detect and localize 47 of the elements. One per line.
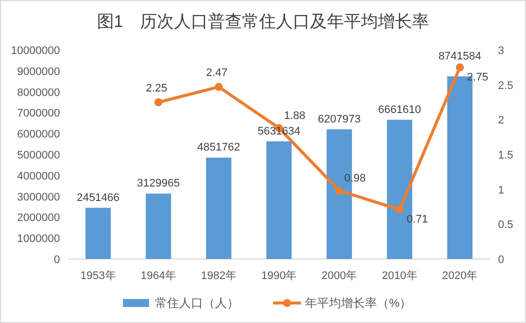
data-label: 4851762 (197, 142, 240, 154)
legend-label: 常住人口（人） (155, 296, 239, 310)
y2-tick-label: 0 (498, 254, 504, 266)
x-tick-label: 2020年 (442, 270, 478, 282)
y2-tick-label: 1 (498, 184, 504, 196)
x-tick-label: 1964年 (140, 270, 176, 282)
y-tick-label: 2000000 (17, 212, 60, 224)
data-label: 3129965 (137, 178, 180, 190)
bar (146, 194, 172, 259)
y-tick-label: 9000000 (17, 66, 60, 78)
bar (266, 141, 292, 259)
point (154, 98, 162, 106)
chart-title: 图1 历次人口普查常住人口及年平均增长率 (96, 12, 430, 31)
data-label: 1.88 (284, 110, 306, 122)
data-label: 6207973 (318, 113, 361, 126)
y2-tick-label: 2 (498, 114, 504, 127)
y-tick-label: 5000000 (17, 150, 60, 162)
point (456, 63, 464, 72)
y2-tick-label: 3 (498, 45, 504, 57)
bar (206, 158, 232, 259)
y2-tick-label: 0.5 (498, 219, 514, 232)
data-label: 2.75 (466, 71, 488, 84)
point (335, 186, 344, 195)
y-tick-label: 1000000 (17, 233, 60, 246)
y-tick-label: 3000000 (17, 191, 60, 204)
data-label: 2.25 (146, 82, 168, 94)
x-tick-label: 1990年 (261, 270, 297, 282)
x-tick-label: 1982年 (200, 270, 236, 282)
y-tick-label: 7000000 (17, 108, 60, 120)
y-tick-label: 6000000 (17, 128, 60, 141)
data-label: 8741584 (438, 50, 482, 62)
data-label: 6661610 (378, 104, 421, 116)
y2-tick-label: 2.5 (498, 80, 514, 92)
x-tick-label: 1953年 (80, 270, 116, 282)
point (214, 82, 223, 91)
y2-tick-label: 1.5 (498, 150, 514, 162)
data-label: 2.47 (206, 66, 228, 79)
legend-label: 年平均增长率（%） (305, 296, 412, 310)
data-label: 2451466 (76, 192, 120, 204)
x-tick-label: 2000年 (322, 270, 358, 282)
point (396, 206, 404, 214)
bar (85, 208, 111, 259)
y-tick-label: 8000000 (17, 86, 60, 99)
y-tick-label: 4000000 (17, 170, 60, 182)
y-tick-label: 0 (54, 254, 60, 266)
x-tick-label: 2010年 (382, 270, 418, 282)
y-tick-label: 10000000 (11, 45, 60, 57)
